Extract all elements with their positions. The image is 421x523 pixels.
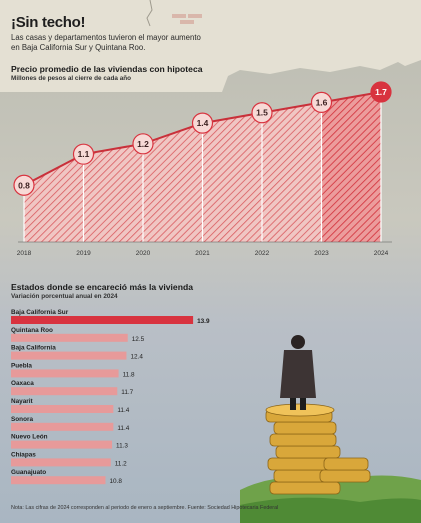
x-tick-label: 2023	[314, 250, 329, 257]
bar-value-label: 12.5	[132, 336, 145, 343]
data-point	[13, 174, 35, 196]
x-tick-label: 2022	[255, 250, 270, 257]
bar-value-label: 13.9	[197, 318, 210, 325]
bar-chart-subtitle: Variación porcentual anual en 2024	[11, 293, 118, 300]
x-tick-label: 2020	[136, 250, 151, 257]
bar-value-label: 12.4	[130, 354, 143, 361]
bar-value-label: 11.7	[121, 389, 133, 396]
page-subtitle: Las casas y departamentos tuvieron el ma…	[11, 33, 201, 52]
coin-stack-illustration	[240, 335, 421, 523]
bar-category-label: Oaxaca	[11, 380, 34, 387]
bar	[11, 440, 113, 449]
area-segment	[321, 92, 381, 242]
area-segment	[24, 154, 84, 242]
area-segment	[262, 102, 322, 242]
torn-paper-background	[0, 0, 421, 92]
bar-category-label: Sonora	[11, 416, 33, 423]
area-segment	[143, 123, 203, 242]
bar	[11, 405, 114, 413]
bar-value-label: 11.4	[117, 425, 129, 432]
bar-category-label: Puebla	[11, 362, 32, 369]
bar-category-label: Quintana Roo	[11, 327, 53, 334]
data-point	[251, 102, 273, 124]
data-point	[72, 143, 95, 165]
data-point	[132, 133, 154, 155]
data-point	[370, 81, 392, 103]
bar	[11, 369, 119, 378]
person-figure	[280, 335, 316, 410]
data-label: 1.1	[78, 149, 90, 159]
data-label: 1.4	[197, 118, 209, 128]
bar-value-label: 11.8	[123, 371, 135, 378]
source-note: Nota: Las cifras de 2024 corresponden al…	[11, 505, 279, 511]
bar-category-label: Nayarit	[11, 398, 34, 405]
bar	[11, 387, 118, 396]
x-tick-label: 2024	[374, 250, 389, 257]
bar	[11, 476, 106, 485]
bar	[11, 422, 114, 431]
bar-value-label: 11.4	[117, 407, 129, 414]
bar-category-label: Baja California Sur	[11, 309, 69, 316]
area-segment	[83, 143, 143, 242]
bar	[11, 458, 111, 467]
x-tick-label: 2021	[195, 250, 210, 257]
area-chart-title: Precio promedio de las viviendas con hip…	[11, 64, 203, 74]
data-label: 1.7	[375, 87, 387, 97]
bar-category-label: Baja California	[11, 345, 56, 352]
x-tick-label: 2019	[76, 250, 91, 257]
data-point	[191, 112, 214, 134]
page-title: ¡Sin techo!	[11, 14, 86, 31]
data-label: 1.2	[137, 139, 149, 149]
bar	[11, 333, 128, 342]
data-label: 1.5	[256, 108, 268, 118]
bar	[11, 316, 194, 324]
bar-category-label: Chiapas	[11, 451, 36, 458]
bar-category-label: Guanajuato	[11, 469, 46, 476]
area-chart: 0.8 1.1 1.2 1.4 1.5 1.6 1.7 2018 2019 2020 2021 20…	[13, 81, 392, 257]
area-chart-subtitle: Millones de pesos al cierre de cada año	[11, 75, 132, 82]
bar-category-label: Nuevo León	[11, 434, 48, 441]
bar-value-label: 11.3	[116, 443, 128, 450]
area-segment	[202, 112, 262, 243]
data-point	[310, 91, 333, 113]
data-label: 1.6	[316, 97, 328, 107]
bar-value-label: 11.2	[115, 460, 127, 467]
bar-value-label: 10.8	[109, 478, 122, 485]
data-label: 0.8	[18, 180, 30, 190]
bar	[11, 351, 127, 360]
bar-chart-title: Estados donde se encareció más la vivien…	[11, 282, 193, 292]
x-tick-label: 2018	[17, 250, 32, 257]
